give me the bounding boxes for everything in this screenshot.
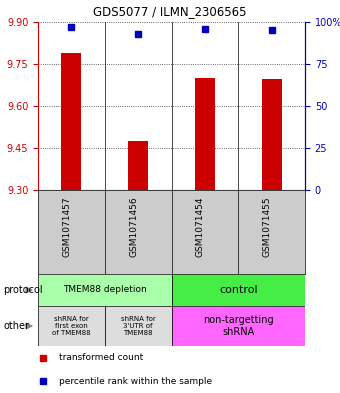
Text: GSM1071454: GSM1071454 [196,197,205,257]
Text: GSM1071456: GSM1071456 [129,197,138,257]
Text: percentile rank within the sample: percentile rank within the sample [59,377,212,386]
Bar [261,79,282,190]
Text: GSM1071455: GSM1071455 [262,197,272,257]
Text: GSM1071457: GSM1071457 [62,197,71,257]
Bar [128,141,148,190]
Text: shRNA for
first exon
of TMEM88: shRNA for first exon of TMEM88 [52,316,91,336]
Bar [38,306,105,346]
Bar [38,274,171,306]
Bar [171,274,305,306]
Bar [171,306,305,346]
Text: TMEM88 depletion: TMEM88 depletion [63,285,147,294]
Text: other: other [3,321,29,331]
Text: GDS5077 / ILMN_2306565: GDS5077 / ILMN_2306565 [93,5,247,18]
Text: control: control [219,285,258,295]
Text: protocol: protocol [3,285,43,295]
Bar [195,78,215,190]
Text: non-targetting
shRNA: non-targetting shRNA [203,315,274,337]
Text: transformed count: transformed count [59,353,143,362]
Bar [105,306,171,346]
Text: shRNA for
3'UTR of
TMEM88: shRNA for 3'UTR of TMEM88 [121,316,155,336]
Bar [61,53,81,190]
